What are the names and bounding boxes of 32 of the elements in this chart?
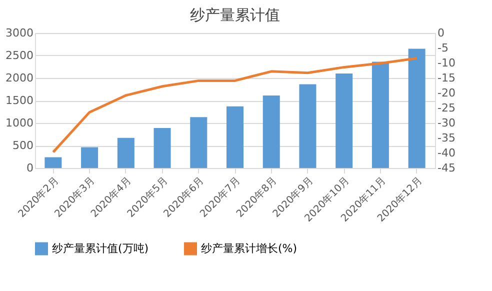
y2-tick-label: -20 [438,86,456,100]
bar [117,138,134,168]
bar [299,84,316,168]
y-tick-label: 0 [26,162,34,174]
y2-tick-label: -35 [438,132,456,144]
y-tick-label: 1500 [6,94,34,107]
bar [372,62,389,168]
y2-tick-label: 0 [438,26,444,40]
bar [262,96,280,168]
y2-tick-label: -15 [438,72,456,84]
y-tick-label: 500 [12,139,34,152]
bar [154,128,171,168]
y-tick-label: 1000 [6,116,34,130]
bar [336,74,353,168]
legend-label: 纱产量累计值(万吨) [52,242,149,255]
bar [190,117,208,168]
y-tick-label: 2500 [6,49,34,62]
bar [408,48,426,168]
y2-tick-label: -25 [438,102,456,114]
bar [226,106,244,168]
bar [44,157,62,168]
chart-title: 纱产量累计值 [190,6,280,24]
y2-tick-label: -45 [438,162,456,174]
legend-label: 纱产量累计增长(%) [201,242,298,255]
y2-tick-label: -40 [438,146,456,160]
y2-tick-label: -10 [438,56,456,70]
y-tick-label: 2000 [6,72,34,84]
y2-tick-label: -5 [438,42,448,54]
bar [81,147,98,168]
y-tick-label: 3000 [6,26,34,40]
y2-tick-label: -30 [438,116,456,130]
line-series [52,56,418,154]
